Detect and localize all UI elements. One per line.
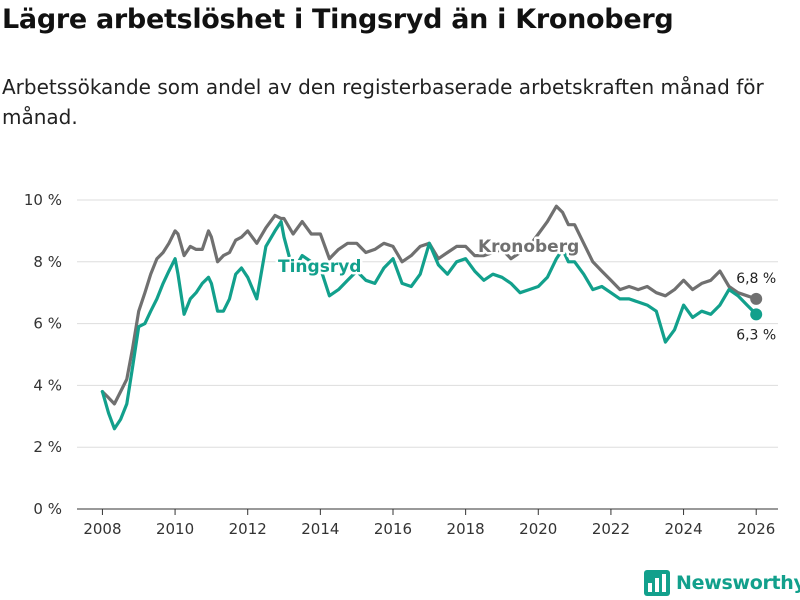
series-label-tingsryd: Tingsryd xyxy=(278,257,361,277)
y-tick-label: 6 % xyxy=(33,315,62,333)
x-tick-label: 2008 xyxy=(83,520,121,538)
labels: Kronoberg Tingsryd 6,8 % 6,3 % xyxy=(276,235,779,346)
x-tick-label: 2020 xyxy=(519,520,557,538)
chart-subtitle: Arbetssökande som andel av den registerb… xyxy=(2,75,764,129)
brand-name: Newsworthy xyxy=(676,572,800,594)
x-tick-label: 2018 xyxy=(447,520,485,538)
chart-title: Lägre arbetslöshet i Tingsryd än i Krono… xyxy=(2,4,674,35)
end-point-tingsryd xyxy=(750,308,763,321)
y-tick-label: 4 % xyxy=(33,376,62,394)
x-tick-label: 2014 xyxy=(301,520,339,538)
end-point-kronoberg xyxy=(750,292,763,305)
y-tick-label: 2 % xyxy=(33,438,62,456)
x-tick-label: 2024 xyxy=(664,520,702,538)
series-label-kronoberg: Kronoberg xyxy=(478,237,579,257)
y-tick-label: 0 % xyxy=(33,500,62,518)
x-tick-label: 2012 xyxy=(229,520,267,538)
series-line-kronoberg xyxy=(100,204,758,406)
newsworthy-logo: Newsworthy xyxy=(644,569,800,597)
x-tick-label: 2016 xyxy=(374,520,412,538)
x-tick-label: 2010 xyxy=(156,520,194,538)
x-tick-label: 2026 xyxy=(737,520,775,538)
x-tick-label: 2022 xyxy=(592,520,630,538)
end-label-kronoberg: 6,8 % xyxy=(736,271,776,287)
series-line-tingsryd xyxy=(100,220,758,431)
bar-chart-icon xyxy=(644,570,670,596)
y-tick-label: 10 % xyxy=(24,191,62,209)
end-label-tingsryd: 6,3 % xyxy=(736,327,776,343)
series xyxy=(100,204,763,431)
y-tick-label: 8 % xyxy=(33,253,62,271)
axes: 0 % 2 % 4 % 6 % 8 % 10 % 2008 2010 2012 2014 2016 2… xyxy=(24,191,778,538)
